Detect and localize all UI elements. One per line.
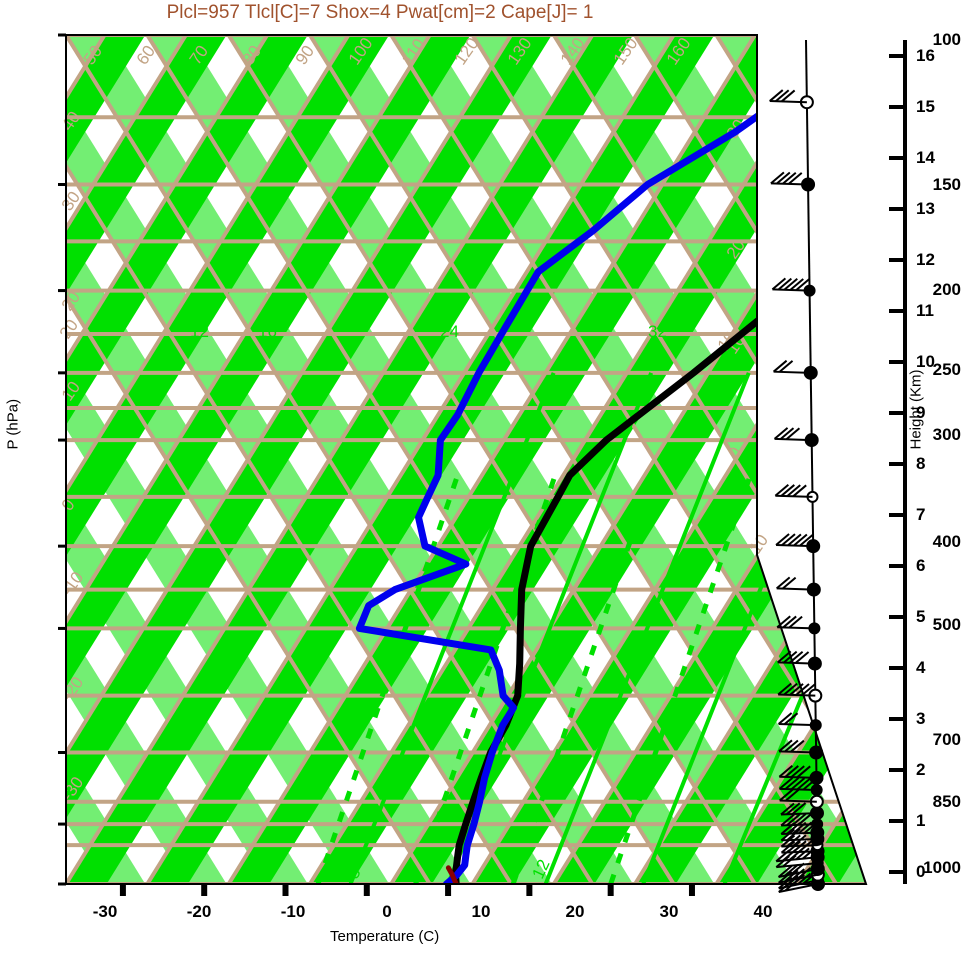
height-tick: 0 <box>916 862 926 881</box>
svg-text:16: 16 <box>258 322 277 341</box>
svg-text:32: 32 <box>648 322 667 341</box>
temperature-tick: -30 <box>92 902 118 921</box>
temperature-tick: -20 <box>186 902 212 921</box>
temperature-tick: 40 <box>753 902 773 921</box>
height-tick: 3 <box>916 709 926 728</box>
pressure-tick: 250 <box>932 360 961 379</box>
wind-barb-column <box>769 39 825 894</box>
height-tick: 9 <box>916 403 926 422</box>
height-tick: 14 <box>916 148 935 167</box>
height-tick: 4 <box>916 658 926 677</box>
height-tick: 15 <box>916 97 935 116</box>
pressure-tick: 200 <box>932 280 961 299</box>
height-tick: 10 <box>916 352 935 371</box>
pressure-tick: 400 <box>932 532 961 551</box>
pressure-tick: 500 <box>932 615 961 634</box>
temperature-tick: 20 <box>565 902 585 921</box>
temperature-tick: 0 <box>382 902 392 921</box>
pressure-tick: 150 <box>932 175 961 194</box>
temperature-axis-label: Temperature (C) <box>330 928 440 945</box>
height-tick: 5 <box>916 607 926 626</box>
height-tick: 12 <box>916 250 935 269</box>
pressure-tick: 850 <box>932 792 961 811</box>
height-tick: 13 <box>916 199 935 218</box>
page-title: Plcl=957 Tlcl[C]=7 Shox=4 Pwat[cm]=2 Cap… <box>166 2 594 23</box>
pressure-tick: 300 <box>932 425 961 444</box>
pressure-tick: 700 <box>932 730 961 749</box>
height-tick: 16 <box>916 46 935 65</box>
temperature-tick: -10 <box>280 902 306 921</box>
height-tick: 6 <box>916 556 926 575</box>
temperature-tick: 10 <box>471 902 491 921</box>
height-tick: 1 <box>916 811 926 830</box>
plot-frame <box>65 34 868 885</box>
axis-ticks <box>58 33 907 896</box>
height-tick: 11 <box>916 301 934 320</box>
svg-text:24: 24 <box>440 322 459 341</box>
height-tick: 7 <box>916 505 926 524</box>
pressure-tick: 1000 <box>923 858 961 877</box>
sounding-traces <box>355 76 866 884</box>
height-tick: 8 <box>916 454 926 473</box>
svg-text:12: 12 <box>190 322 209 341</box>
temperature-tick: 30 <box>659 902 679 921</box>
pressure-tick: 100 <box>932 30 961 49</box>
height-tick: 2 <box>916 760 926 779</box>
